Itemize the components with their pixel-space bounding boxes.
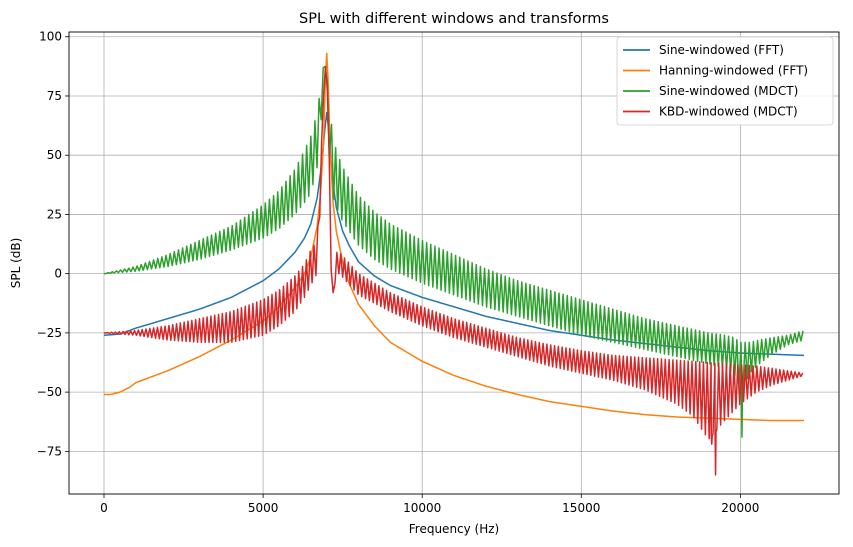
x-axis-label: Frequency (Hz): [409, 522, 500, 536]
y-tick-label: −25: [37, 326, 62, 340]
y-tick-label: 25: [47, 207, 62, 221]
series-line-4: [103, 65, 804, 476]
y-axis-label: SPL (dB): [9, 238, 23, 289]
legend-label: Sine-windowed (FFT): [659, 43, 784, 57]
legend-label: Hanning-windowed (FFT): [659, 64, 808, 78]
chart-title: SPL with different windows and transform…: [299, 11, 609, 27]
x-tick-label: 15000: [562, 501, 600, 515]
legend-label: KBD-windowed (MDCT): [659, 105, 798, 119]
y-tick-label: 0: [54, 267, 62, 281]
legend: Sine-windowed (FFT) Hanning-windowed (FFT…: [616, 36, 834, 126]
series-line-3: [103, 65, 804, 438]
legend-label: Sine-windowed (MDCT): [659, 84, 798, 98]
x-tick-label: 10000: [403, 501, 441, 515]
x-tick-label: 20000: [721, 501, 759, 515]
plot-frame: [68, 31, 840, 495]
series-line-2: [103, 52, 805, 422]
y-tick-label: 75: [47, 89, 62, 103]
legend-box: [616, 36, 834, 126]
y-tick-label: −50: [37, 385, 62, 399]
series-layer: [103, 52, 805, 476]
ticks: 0 5000 10000 15000 20000 −75 −50 −25 0 25 50 75 100: [37, 30, 760, 515]
y-tick-label: 50: [47, 148, 62, 162]
x-tick-label: 0: [100, 501, 108, 515]
y-tick-label: 100: [39, 30, 62, 44]
y-tick-label: −75: [37, 444, 62, 458]
x-tick-label: 5000: [248, 501, 279, 515]
series-line-1: [103, 111, 805, 357]
